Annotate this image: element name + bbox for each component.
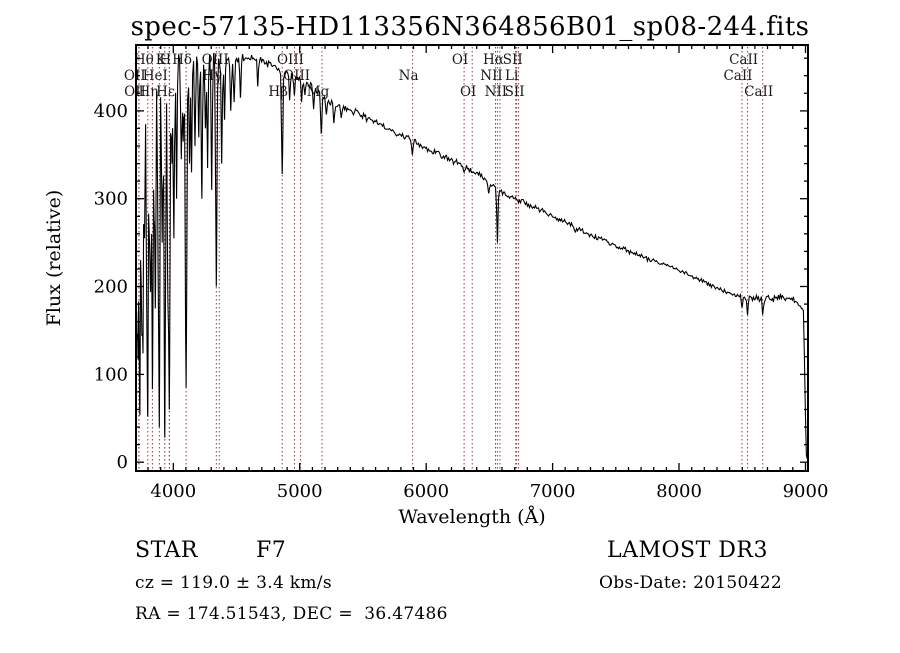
svg-text:NII: NII (480, 68, 502, 84)
svg-text:Hη: Hη (138, 84, 158, 100)
svg-text:OIII: OIII (277, 52, 304, 68)
tick-marks (136, 45, 808, 471)
svg-text:OI: OI (452, 52, 468, 68)
svg-text:9000: 9000 (783, 481, 829, 502)
y-axis-title: Flux (relative) (43, 190, 65, 327)
svg-text:OIII: OIII (202, 52, 229, 68)
svg-text:Hδ: Hδ (172, 52, 192, 68)
svg-text:Hε: Hε (156, 84, 175, 100)
radec-line: RA = 174.51543, DEC = 36.47486 (135, 604, 448, 624)
survey-label: LAMOST DR3 (607, 538, 768, 563)
svg-text:OI: OI (460, 84, 476, 100)
svg-text:Hγ: Hγ (202, 68, 222, 84)
svg-text:400: 400 (94, 101, 128, 122)
plot-title: spec-57135-HD113356N364856B01_sp08-244.f… (130, 12, 810, 42)
svg-text:7000: 7000 (530, 481, 576, 502)
spectral-line-markers (138, 47, 764, 470)
subclass-label: F7 (256, 538, 287, 563)
svg-text:Na: Na (399, 68, 419, 84)
svg-text:5000: 5000 (277, 481, 323, 502)
class-label: STAR (135, 538, 198, 563)
svg-text:200: 200 (94, 277, 128, 298)
svg-text:NII: NII (485, 84, 507, 100)
svg-text:K: K (156, 52, 167, 68)
svg-text:H: H (159, 52, 171, 68)
x-tick-labels: 4000 5000 6000 7000 8000 9000 (150, 481, 828, 502)
svg-text:8000: 8000 (656, 481, 702, 502)
svg-text:Hα: Hα (483, 52, 504, 68)
svg-text:OIII: OIII (283, 68, 310, 84)
svg-text:SII: SII (505, 84, 525, 100)
y-tick-labels: 0 100 200 300 400 (94, 101, 128, 473)
svg-text:100: 100 (94, 364, 128, 385)
svg-text:4000: 4000 (150, 481, 196, 502)
svg-text:Li: Li (505, 68, 519, 84)
svg-text:0: 0 (117, 452, 128, 473)
svg-text:CaII: CaII (723, 68, 752, 84)
spectrum-curve (136, 53, 808, 460)
svg-text:HeI: HeI (143, 68, 168, 84)
obsdate-line: Obs-Date: 20150422 (599, 573, 783, 593)
svg-text:Hθ: Hθ (134, 52, 154, 68)
svg-text:CaII: CaII (744, 84, 773, 100)
axes (135, 44, 809, 472)
svg-text:OII: OII (124, 68, 146, 84)
cz-line: cz = 119.0 ± 3.4 km/s (135, 573, 332, 593)
svg-text:CaII: CaII (729, 52, 758, 68)
svg-text:SII: SII (503, 52, 523, 68)
svg-text:Hβ: Hβ (268, 84, 288, 100)
svg-text:300: 300 (94, 189, 128, 210)
svg-text:6000: 6000 (403, 481, 449, 502)
x-axis-title: Wavelength (Å) (398, 506, 545, 528)
